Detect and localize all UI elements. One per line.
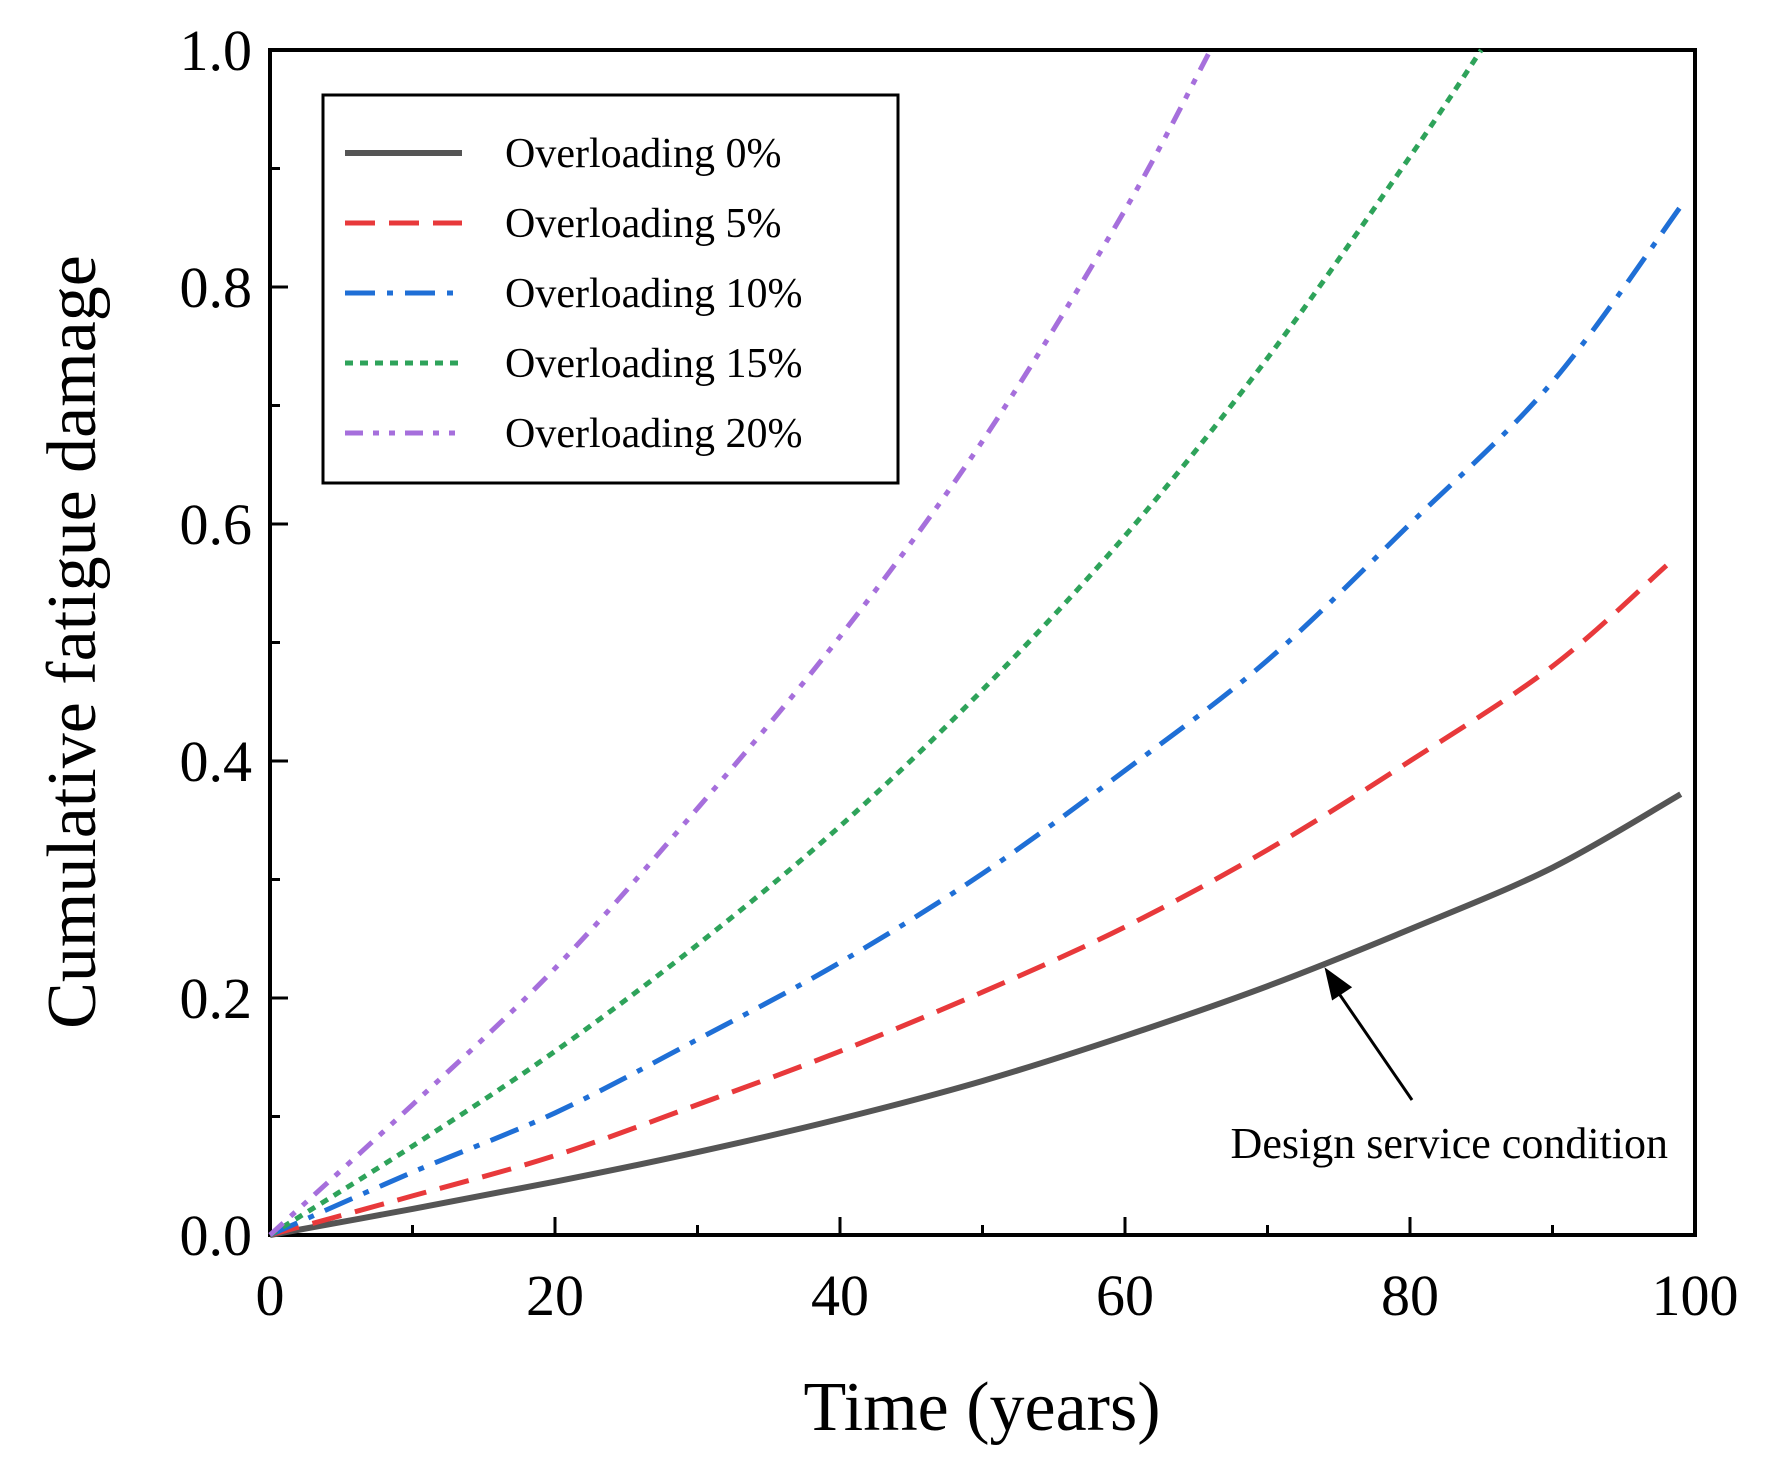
series-line-1 [269,563,1669,1238]
x-tick-label: 0 [256,1263,285,1328]
x-tick-label: 80 [1381,1263,1439,1328]
legend: Overloading 0% Overloading 5% Overloading … [321,93,900,485]
y-tick-label: 1.0 [180,18,253,83]
series-layer [268,48,1683,1238]
y-tick-label: 0.2 [180,966,253,1031]
series-line-3 [268,48,1484,1238]
design-service-condition-label: Design service condition [1231,1119,1668,1168]
x-tick-label: 60 [1096,1263,1154,1328]
annotation-arrow-shaft [1329,980,1414,1101]
series-line-4 [268,48,1213,1237]
y-tick-label: 0.8 [180,255,253,320]
x-axis-title: Time (years) [803,1369,1160,1446]
legend-label-2: Overloading 10% [505,271,802,317]
x-tick-label: 100 [1652,1263,1739,1328]
legend-label-4: Overloading 20% [505,411,802,457]
x-tick-label: 20 [526,1263,584,1328]
x-tick-label: 40 [811,1263,869,1328]
annotation: Design service condition [1231,967,1668,1168]
y-tick-label: 0.6 [180,492,253,557]
legend-label-0: Overloading 0% [505,131,781,177]
y-tick-label: 0.0 [180,1203,253,1268]
y-axis-title: Cumulative fatigue damage [34,255,111,1029]
annotation-arrow-head [1324,967,1353,1001]
series-line-2 [268,204,1683,1238]
series-line-0 [269,791,1683,1238]
y-tick-label: 0.4 [180,729,253,794]
legend-box [321,93,900,485]
axis-tick-labels: 0 20 40 60 80 100 0.0 0.2 0.4 0.6 0.8 1.0 [180,18,1739,1328]
legend-label-3: Overloading 15% [505,341,802,387]
legend-label-1: Overloading 5% [505,201,781,247]
